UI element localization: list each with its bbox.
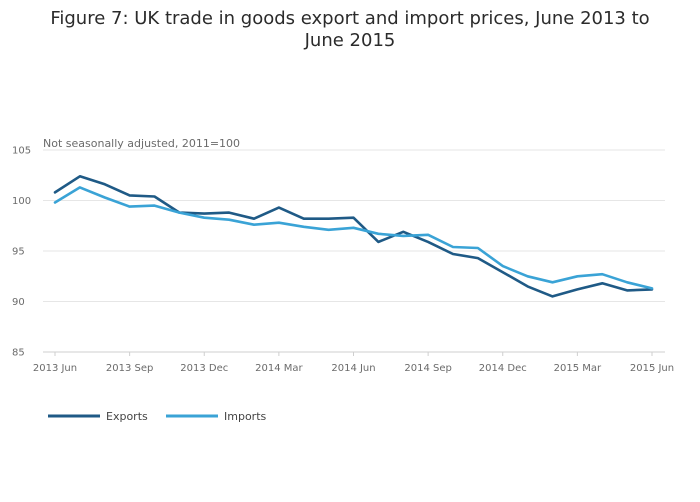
y-tick-label: 95	[12, 247, 25, 258]
legend-item-exports[interactable]: Exports	[48, 410, 148, 423]
x-tick-label: 2014 Mar	[255, 363, 303, 374]
series-lines	[53, 175, 654, 298]
chart-subtitle: Not seasonally adjusted, 2011=100	[43, 137, 240, 150]
legend[interactable]: Exports Imports	[48, 410, 267, 423]
series-line-imports	[53, 186, 654, 290]
y-tick-label: 90	[12, 297, 25, 308]
y-tick-label: 105	[12, 146, 31, 157]
x-tick-label: 2015 Mar	[554, 363, 602, 374]
gridlines	[43, 149, 665, 353]
x-tick-label: 2014 Jun	[331, 363, 375, 374]
chart-title: Figure 7: UK trade in goods export and i…	[50, 8, 650, 51]
legend-label: Imports	[224, 410, 267, 423]
legend-label: Exports	[106, 410, 148, 423]
y-tick-label: 100	[12, 196, 31, 207]
x-tick-label: 2014 Sep	[404, 363, 451, 374]
x-tick-label: 2015 Jun	[630, 363, 674, 374]
y-tick-label: 85	[12, 348, 25, 359]
x-tick-label: 2013 Sep	[106, 363, 153, 374]
x-tick-label: 2014 Dec	[479, 363, 527, 374]
x-tick-label: 2013 Dec	[180, 363, 228, 374]
x-tick-label: 2013 Jun	[33, 363, 77, 374]
series-line-exports	[53, 175, 654, 298]
legend-item-imports[interactable]: Imports	[166, 410, 267, 423]
x-axis-ticks: 2013 Jun 2013 Sep 2013 Dec 2014 Mar 2014 Jun…	[33, 352, 674, 374]
y-axis-ticks: 85 90 95 100 105	[12, 146, 31, 359]
